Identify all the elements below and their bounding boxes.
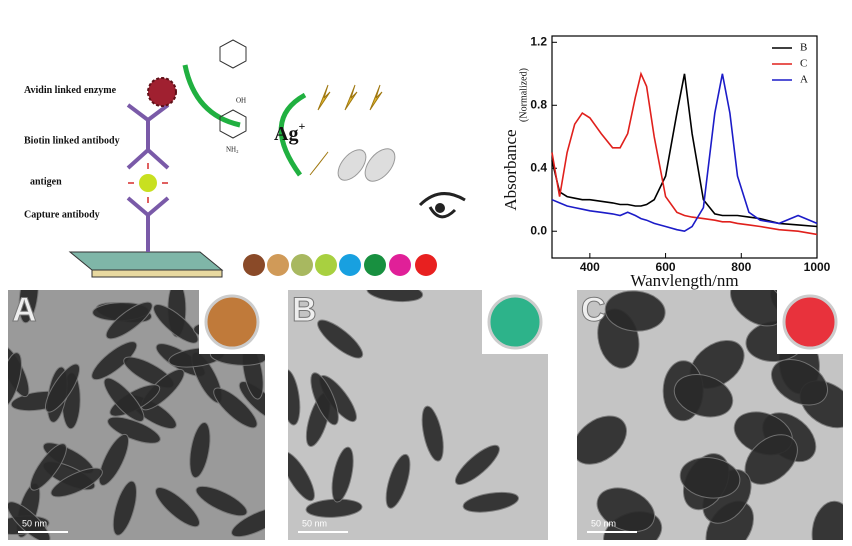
particle (288, 368, 301, 426)
vial (782, 294, 838, 350)
label: Capture antibody (24, 209, 100, 220)
spectrum-line (551, 73, 818, 233)
assay-diagram: Avidin linked enzyme Biotin linked antib… (24, 39, 466, 278)
x-tick-label: 600 (656, 260, 676, 274)
scale-label: 50 nm (22, 518, 47, 528)
y-tick-label: 0.4 (530, 160, 547, 174)
scale-label: 50 nm (302, 518, 327, 528)
particle (213, 387, 258, 429)
charge: + (298, 119, 305, 133)
particle (331, 446, 354, 503)
tem-image: C 50 nm (577, 290, 843, 540)
particle (811, 500, 843, 540)
tem-image: A 50 nm (8, 290, 265, 540)
plot-frame (551, 35, 818, 259)
x-tick-label: 400 (580, 260, 600, 274)
legend-label: B (800, 42, 807, 54)
spectrum-line (551, 73, 818, 228)
particle (98, 433, 130, 486)
legend-label: C (800, 58, 807, 70)
tem-image: B 50 nm (288, 290, 548, 540)
particle (105, 301, 153, 340)
x-tick-label: 1000 (804, 260, 831, 274)
particle (771, 359, 828, 406)
panel-label: C (581, 291, 606, 329)
x-tick-label: 800 (731, 260, 751, 274)
label: Biotin linked antibody (24, 135, 120, 146)
particle (155, 487, 200, 528)
particle (112, 480, 137, 536)
particle (189, 421, 211, 479)
particle (673, 374, 734, 418)
particle (8, 352, 22, 408)
particle (462, 491, 520, 513)
y-axis-sublabel: (Normalized) (518, 68, 529, 122)
label: Avidin linked enzyme (24, 85, 117, 96)
particle (366, 290, 424, 303)
particle (596, 487, 655, 533)
particle (103, 377, 145, 422)
y-tick-label: 0.0 (530, 223, 547, 237)
ag: Ag (274, 123, 298, 145)
ag-label: Ag+ (274, 119, 305, 145)
y-tick-label: 1.2 (530, 34, 547, 48)
y-tick-label: 0.8 (530, 97, 547, 111)
particle (385, 453, 411, 509)
particle (195, 485, 248, 517)
particle (153, 304, 199, 344)
label: antigen (30, 176, 62, 187)
tem-images: A 50 nm B 50 nm C 50 nm (8, 290, 843, 540)
particle (29, 443, 67, 491)
legend-label: A (800, 74, 808, 86)
particle (91, 341, 138, 381)
particle (604, 290, 666, 332)
particle (317, 319, 364, 359)
panel-label: B (292, 291, 317, 329)
vial (487, 294, 543, 350)
particle (44, 363, 81, 413)
panel-label: A (12, 291, 37, 329)
particle (231, 507, 265, 538)
particle (421, 405, 444, 462)
particle (288, 451, 315, 502)
spectrum-line (551, 71, 818, 236)
particle (107, 416, 161, 444)
particle (50, 467, 103, 498)
scale-label: 50 nm (591, 518, 616, 528)
x-axis-label: Wanvlength/nm (630, 271, 738, 290)
label: NH₂ (226, 146, 239, 154)
spectrum-chart: 0.0 0.4 0.8 1.2 400 600 800 1000 Wanvlength/nm Ab… (501, 34, 831, 289)
particle (679, 457, 741, 499)
particle (310, 372, 339, 426)
particle (18, 290, 39, 324)
y-axis-label: Absorbance (501, 129, 520, 210)
particle (454, 444, 500, 485)
particle (577, 415, 627, 465)
vial (204, 294, 260, 350)
label: OH (236, 97, 246, 105)
